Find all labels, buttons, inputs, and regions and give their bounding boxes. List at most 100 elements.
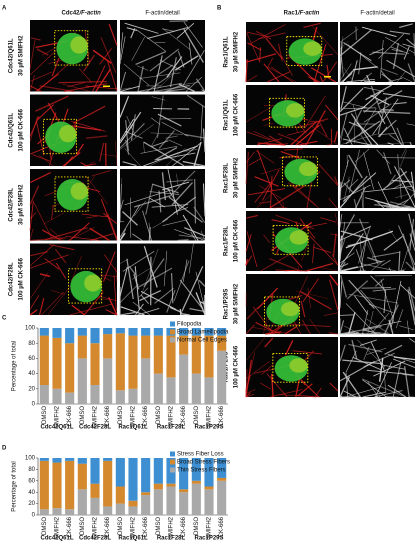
actin-fiber bbox=[119, 311, 139, 316]
panel-title: /F-actin bbox=[297, 11, 320, 17]
actin-fiber bbox=[343, 128, 353, 146]
actin-fiber bbox=[383, 235, 403, 251]
actin-fiber bbox=[92, 49, 112, 64]
actin-fiber bbox=[166, 56, 183, 78]
actin-fiber bbox=[100, 198, 118, 241]
bar-segment bbox=[204, 458, 214, 487]
actin-fiber bbox=[119, 124, 154, 150]
actin-fiber bbox=[147, 26, 189, 39]
actin-fiber bbox=[398, 251, 401, 272]
actin-fiber bbox=[345, 120, 381, 145]
actin-fiber bbox=[182, 214, 199, 241]
group-label: Cdc42Q61L bbox=[40, 536, 73, 542]
panel-title: /F-actin bbox=[79, 11, 102, 17]
actin-fiber bbox=[370, 312, 390, 335]
actin-fiber bbox=[130, 28, 136, 39]
actin-fiber bbox=[246, 131, 271, 141]
actin-fiber bbox=[307, 76, 318, 83]
actin-fiber bbox=[184, 227, 206, 237]
bar-segment bbox=[90, 458, 100, 484]
actin-fiber bbox=[323, 312, 339, 316]
actin-fiber bbox=[339, 233, 364, 267]
bar-segment bbox=[179, 328, 189, 336]
actin-fiber bbox=[342, 101, 368, 109]
actin-fiber bbox=[255, 30, 272, 40]
actin-fiber bbox=[377, 181, 391, 209]
bar-segment bbox=[115, 328, 125, 334]
panel-title: F-actin/detail bbox=[360, 11, 394, 17]
actin-fiber bbox=[51, 57, 60, 77]
bar-segment bbox=[191, 480, 201, 484]
actin-fiber bbox=[394, 166, 415, 208]
row-label: Rac1/F28L bbox=[224, 163, 230, 193]
image-background bbox=[340, 337, 415, 397]
actin-fiber bbox=[292, 350, 322, 355]
actin-fiber bbox=[347, 178, 359, 190]
actin-fiber bbox=[363, 99, 380, 113]
y-tick-label: 40 bbox=[28, 490, 35, 496]
actin-fiber bbox=[43, 212, 65, 225]
actin-fiber bbox=[126, 27, 137, 31]
actin-fiber bbox=[392, 179, 414, 183]
actin-fiber bbox=[186, 94, 206, 108]
actin-fiber bbox=[29, 116, 38, 142]
bar-segment bbox=[166, 486, 176, 515]
legend-label: Broad Lamellipodia bbox=[177, 330, 229, 336]
detail-box bbox=[54, 176, 89, 212]
actin-fiber bbox=[145, 183, 154, 215]
actin-fiber bbox=[359, 339, 377, 346]
bar-segment bbox=[52, 462, 62, 509]
actin-fiber bbox=[274, 143, 278, 146]
panel-label: D bbox=[2, 446, 7, 452]
actin-fiber bbox=[245, 234, 252, 252]
bar-segment bbox=[217, 480, 227, 515]
detail-image bbox=[119, 94, 206, 167]
actin-fiber bbox=[151, 96, 166, 101]
bar-segment bbox=[52, 337, 62, 389]
bar-segment bbox=[217, 477, 227, 481]
legend-swatch bbox=[170, 459, 175, 465]
actin-fiber bbox=[348, 279, 375, 309]
panel-title: F-actin/detail bbox=[145, 11, 179, 17]
row-label: 30 µM SMIFH2 bbox=[234, 31, 240, 72]
actin-fiber bbox=[342, 69, 355, 83]
actin-fiber bbox=[131, 36, 145, 61]
actin-fiber bbox=[148, 222, 152, 241]
actin-fiber bbox=[194, 179, 196, 224]
actin-fiber bbox=[378, 126, 388, 138]
actin-fiber bbox=[125, 120, 129, 152]
bar-segment bbox=[217, 328, 227, 336]
bar-segment bbox=[90, 385, 100, 404]
y-tick-label: 60 bbox=[28, 478, 35, 484]
bar-segment bbox=[141, 335, 151, 359]
actin-fiber bbox=[402, 374, 415, 376]
actin-fiber bbox=[400, 184, 415, 192]
actin-fiber bbox=[388, 319, 394, 335]
actin-fiber bbox=[184, 133, 206, 139]
actin-fiber bbox=[140, 145, 178, 154]
bar-segment bbox=[128, 506, 138, 515]
actin-fiber bbox=[299, 218, 316, 239]
actin-fiber bbox=[119, 36, 126, 65]
actin-fiber bbox=[174, 55, 199, 71]
actin-fiber bbox=[370, 342, 385, 370]
actin-fiber bbox=[177, 239, 189, 242]
actin-fiber bbox=[372, 51, 405, 55]
bar-segment bbox=[204, 489, 214, 515]
actin-fiber bbox=[391, 49, 403, 53]
actin-fiber bbox=[284, 326, 298, 335]
actin-fiber bbox=[409, 338, 415, 343]
actin-fiber bbox=[143, 142, 145, 153]
actin-fiber bbox=[62, 152, 81, 167]
actin-fiber bbox=[36, 48, 49, 56]
actin-fiber bbox=[393, 358, 415, 368]
actin-fiber bbox=[390, 46, 409, 55]
actin-fiber bbox=[364, 186, 412, 193]
actin-fiber bbox=[339, 266, 359, 272]
row-label: Cdc42/Q61L bbox=[9, 38, 15, 73]
group-label: Cdc42F28L bbox=[79, 536, 111, 542]
merged-image bbox=[245, 148, 339, 209]
actin-fiber bbox=[245, 75, 258, 83]
actin-fiber bbox=[277, 133, 308, 146]
